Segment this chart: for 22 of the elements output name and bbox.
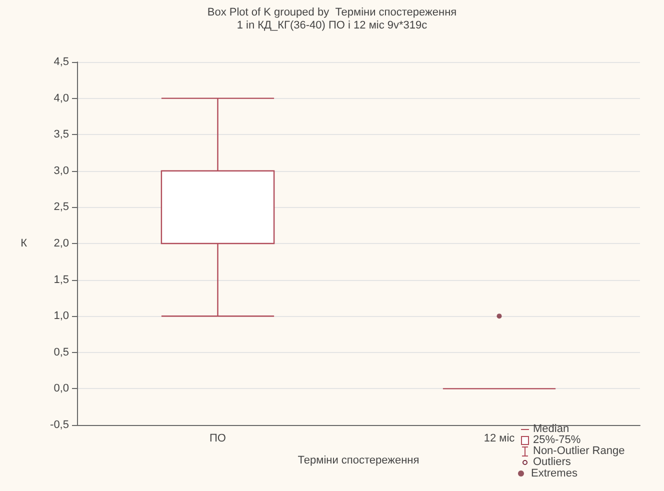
- y-tick-label: 2,5: [54, 201, 69, 214]
- y-tick-label: 1,5: [54, 274, 69, 286]
- y-tick-label: 0,0: [54, 382, 69, 395]
- y-axis-title: К: [20, 238, 28, 250]
- annotation: Median: [533, 423, 570, 435]
- y-tick-label: 2,0: [54, 238, 69, 250]
- x-tick-label: ПО: [210, 432, 226, 444]
- text: 25%-75%: [533, 434, 581, 446]
- chart-title: Box Plot of K grouped by Терміни спостереження: [207, 6, 457, 18]
- y-tick-label: 4,5: [54, 56, 69, 68]
- y-tick-label: 0,5: [54, 346, 69, 358]
- text: Outliers: [533, 456, 571, 468]
- y-tick-label: 3,5: [54, 128, 69, 141]
- y-tick-label: 1,0: [54, 310, 69, 322]
- legend-label: Extremes: [531, 468, 578, 480]
- x-tick-label: 12 міс: [484, 432, 516, 444]
- y-tick-label: 3,0: [54, 164, 69, 177]
- text: Non-Outlier Range: [533, 445, 625, 457]
- y-tick-label: 4,0: [54, 92, 69, 104]
- x-axis-title: Терміни спостереження: [298, 454, 420, 466]
- chart-subtitle: 1 in КД_КГ(36-40) ПО і 12 міс 9v*319c: [236, 20, 428, 32]
- y-tick-label: -0,5: [50, 419, 69, 431]
